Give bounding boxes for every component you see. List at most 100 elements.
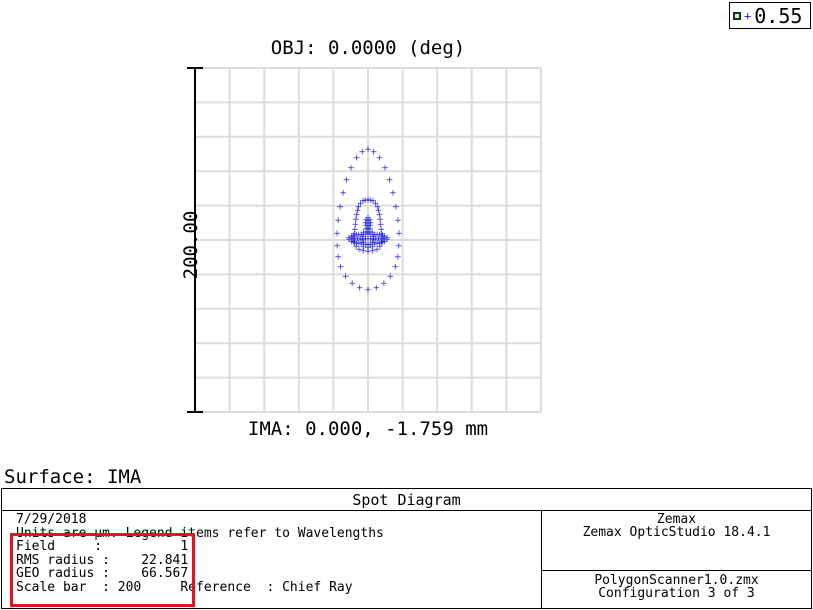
spot-point: + <box>374 202 382 212</box>
spot-point: + <box>369 196 377 206</box>
scale-bar <box>187 67 203 413</box>
spot-point: + <box>364 222 372 232</box>
spot-point: + <box>369 243 377 253</box>
spot-point: + <box>359 196 367 206</box>
spot-point: + <box>372 199 380 209</box>
spot-point: + <box>369 228 377 238</box>
spot-point: + <box>366 230 374 240</box>
spot-point: + <box>353 211 361 221</box>
spot-point: + <box>349 234 357 244</box>
spot-point: + <box>381 232 389 242</box>
spot-point: + <box>351 234 359 244</box>
spot-point: + <box>375 206 383 216</box>
rms-radius-text: RMS radius : 22.841 <box>16 553 189 568</box>
spot-point: + <box>362 230 370 240</box>
spot-point: + <box>348 237 356 247</box>
spot-point: + <box>336 202 344 212</box>
units-text: Units are µm. Legend items refer to Wave… <box>16 526 384 541</box>
legend-checkbox-icon[interactable] <box>733 11 741 20</box>
spot-point: + <box>376 242 384 252</box>
spot-point: + <box>355 239 363 249</box>
spot-point: + <box>364 196 372 206</box>
spot-point: + <box>345 234 353 244</box>
chart-title: OBJ: 0.0000 (deg) <box>270 37 466 59</box>
spot-point: + <box>378 234 386 244</box>
spot-point: + <box>352 215 360 225</box>
spot-point: + <box>361 196 369 206</box>
spot-point: + <box>364 286 372 296</box>
plot-grid <box>194 67 542 413</box>
spot-point: + <box>360 228 368 238</box>
spot-point: + <box>364 216 372 226</box>
spot-point: + <box>333 229 341 239</box>
spot-point: + <box>353 153 361 163</box>
spot-point: + <box>369 234 377 244</box>
file-name-text: PolygonScanner1.0.zmx <box>594 573 759 588</box>
spot-point: + <box>355 245 363 255</box>
spot-point: + <box>360 240 368 250</box>
analysis-info-cell: 7/29/2018 Units are µm. Legend items ref… <box>2 510 542 608</box>
spot-point: + <box>362 219 370 229</box>
spot-points: + + +++++++++++++++++++++++++++ +++++++++++… <box>333 145 403 295</box>
spot-point: + <box>381 237 389 247</box>
spot-point: + <box>376 211 384 221</box>
scale-bar-label: 200.00 <box>161 205 221 285</box>
spot-point: + <box>351 239 359 249</box>
spot-point: + <box>342 272 350 282</box>
spot-point: + <box>348 279 356 289</box>
spot-point: + <box>380 279 388 289</box>
spot-point: + <box>350 231 358 241</box>
spot-point: + <box>364 228 372 238</box>
spot-point: + <box>376 231 384 241</box>
spot-point: + <box>334 216 342 226</box>
spot-point: + <box>356 284 364 294</box>
scale-bar-text: Scale bar : 200 Reference : Chief Ray <box>16 580 353 595</box>
legend: + 0.55 <box>729 2 811 29</box>
spot-point: + <box>354 206 362 216</box>
spot-point: + <box>373 245 381 255</box>
spot-point: + <box>367 234 375 244</box>
legend-marker-icon: + <box>744 8 752 23</box>
spot-point: + <box>370 235 378 245</box>
spot-point: + <box>353 239 361 249</box>
spot-point: + <box>364 219 372 229</box>
spot-point: + <box>364 230 372 240</box>
spot-point: + <box>362 234 370 244</box>
spot-point: + <box>378 230 386 240</box>
spot-point: + <box>364 145 372 155</box>
configuration-text: Configuration 3 of 3 <box>598 586 755 601</box>
spot-point: + <box>350 238 358 248</box>
spot-point: + <box>373 230 381 240</box>
spot-point: + <box>376 153 384 163</box>
spot-point: + <box>366 215 374 225</box>
spot-point: + <box>377 220 385 230</box>
spot-diagram-plot: + + +++++++++++++++++++++++++++ +++++++++++… <box>187 67 542 413</box>
spot-point: + <box>377 225 385 235</box>
spot-point: + <box>337 263 345 273</box>
spot-point: + <box>359 148 367 158</box>
spot-point: + <box>369 238 377 248</box>
spot-point: + <box>370 148 378 158</box>
spot-point: + <box>371 239 379 249</box>
file-cell: PolygonScanner1.0.zmx Configuration 3 of… <box>542 571 811 608</box>
info-table: Spot Diagram 7/29/2018 Units are µm. Leg… <box>1 488 812 609</box>
spot-point: + <box>359 233 367 243</box>
spot-point: + <box>362 221 370 231</box>
spot-point: + <box>395 242 403 252</box>
spot-point: + <box>333 242 341 252</box>
highlight-box <box>10 533 195 607</box>
spot-point: + <box>380 234 388 244</box>
spot-point: + <box>351 230 359 240</box>
spot-point: + <box>359 246 367 256</box>
spot-point: + <box>345 235 353 245</box>
spot-point: + <box>364 240 372 250</box>
spot-point: + <box>364 223 372 233</box>
spot-point: + <box>348 232 356 242</box>
spot-point: + <box>360 243 368 253</box>
spot-point: + <box>369 240 377 250</box>
spot-point: + <box>392 263 400 273</box>
spot-point: + <box>362 240 370 250</box>
date-text: 7/29/2018 <box>16 512 87 527</box>
spot-point: + <box>373 239 381 249</box>
spot-point: + <box>370 233 378 243</box>
